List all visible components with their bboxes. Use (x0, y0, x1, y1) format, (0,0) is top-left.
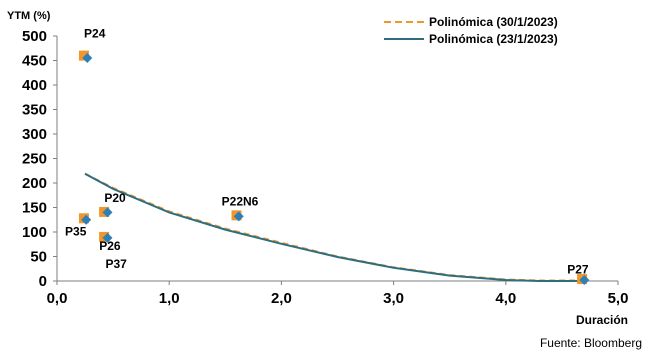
y-tick-label: 50 (30, 249, 47, 266)
y-tick-label: 250 (22, 151, 47, 168)
point-label-P24: P24 (84, 27, 106, 41)
x-axis-label: Duración (576, 313, 628, 327)
point-diamond-P35 (81, 214, 92, 225)
x-tick-label: 3,0 (383, 290, 404, 307)
y-tick-label: 0 (39, 273, 47, 290)
y-tick-label: 450 (22, 53, 47, 70)
legend-label-0: Polinómica (30/1/2023) (429, 15, 558, 29)
x-tick-label: 5,0 (608, 290, 629, 307)
y-tick-label: 100 (22, 224, 47, 241)
point-label-P26: P26 (99, 239, 121, 253)
y-tick-label: 400 (22, 77, 47, 94)
x-tick-label: 1,0 (159, 290, 180, 307)
y-tick-label: 200 (22, 175, 47, 192)
point-diamond-P24 (82, 53, 93, 64)
legend-label-1: Polinómica (23/1/2023) (429, 32, 558, 46)
point-label-P22N6: P22N6 (222, 194, 259, 208)
point-diamond-P27 (579, 275, 590, 286)
y-tick-label: 500 (22, 28, 47, 45)
point-label-P27: P27 (567, 263, 589, 277)
y-tick-label: 350 (22, 102, 47, 119)
y-tick-label: 150 (22, 200, 47, 217)
trend-line-1 (84, 172, 585, 282)
point-diamond-P20 (102, 207, 113, 218)
point-diamond-P37 (102, 232, 113, 243)
x-tick-label: 0,0 (47, 290, 68, 307)
point-label-P35: P35 (65, 224, 87, 238)
source-note: Fuente: Bloomberg (539, 336, 642, 350)
point-label-P37: P37 (105, 257, 127, 271)
point-label-P20: P20 (104, 191, 126, 205)
x-tick-label: 4,0 (495, 290, 516, 307)
point-square-P24 (78, 50, 89, 61)
trend-line-0 (84, 172, 585, 282)
y-tick-label: 300 (22, 126, 47, 143)
y-axis-label: YTM (%) (7, 10, 51, 22)
x-tick-label: 2,0 (271, 290, 292, 307)
point-diamond-P22N6 (233, 211, 244, 222)
